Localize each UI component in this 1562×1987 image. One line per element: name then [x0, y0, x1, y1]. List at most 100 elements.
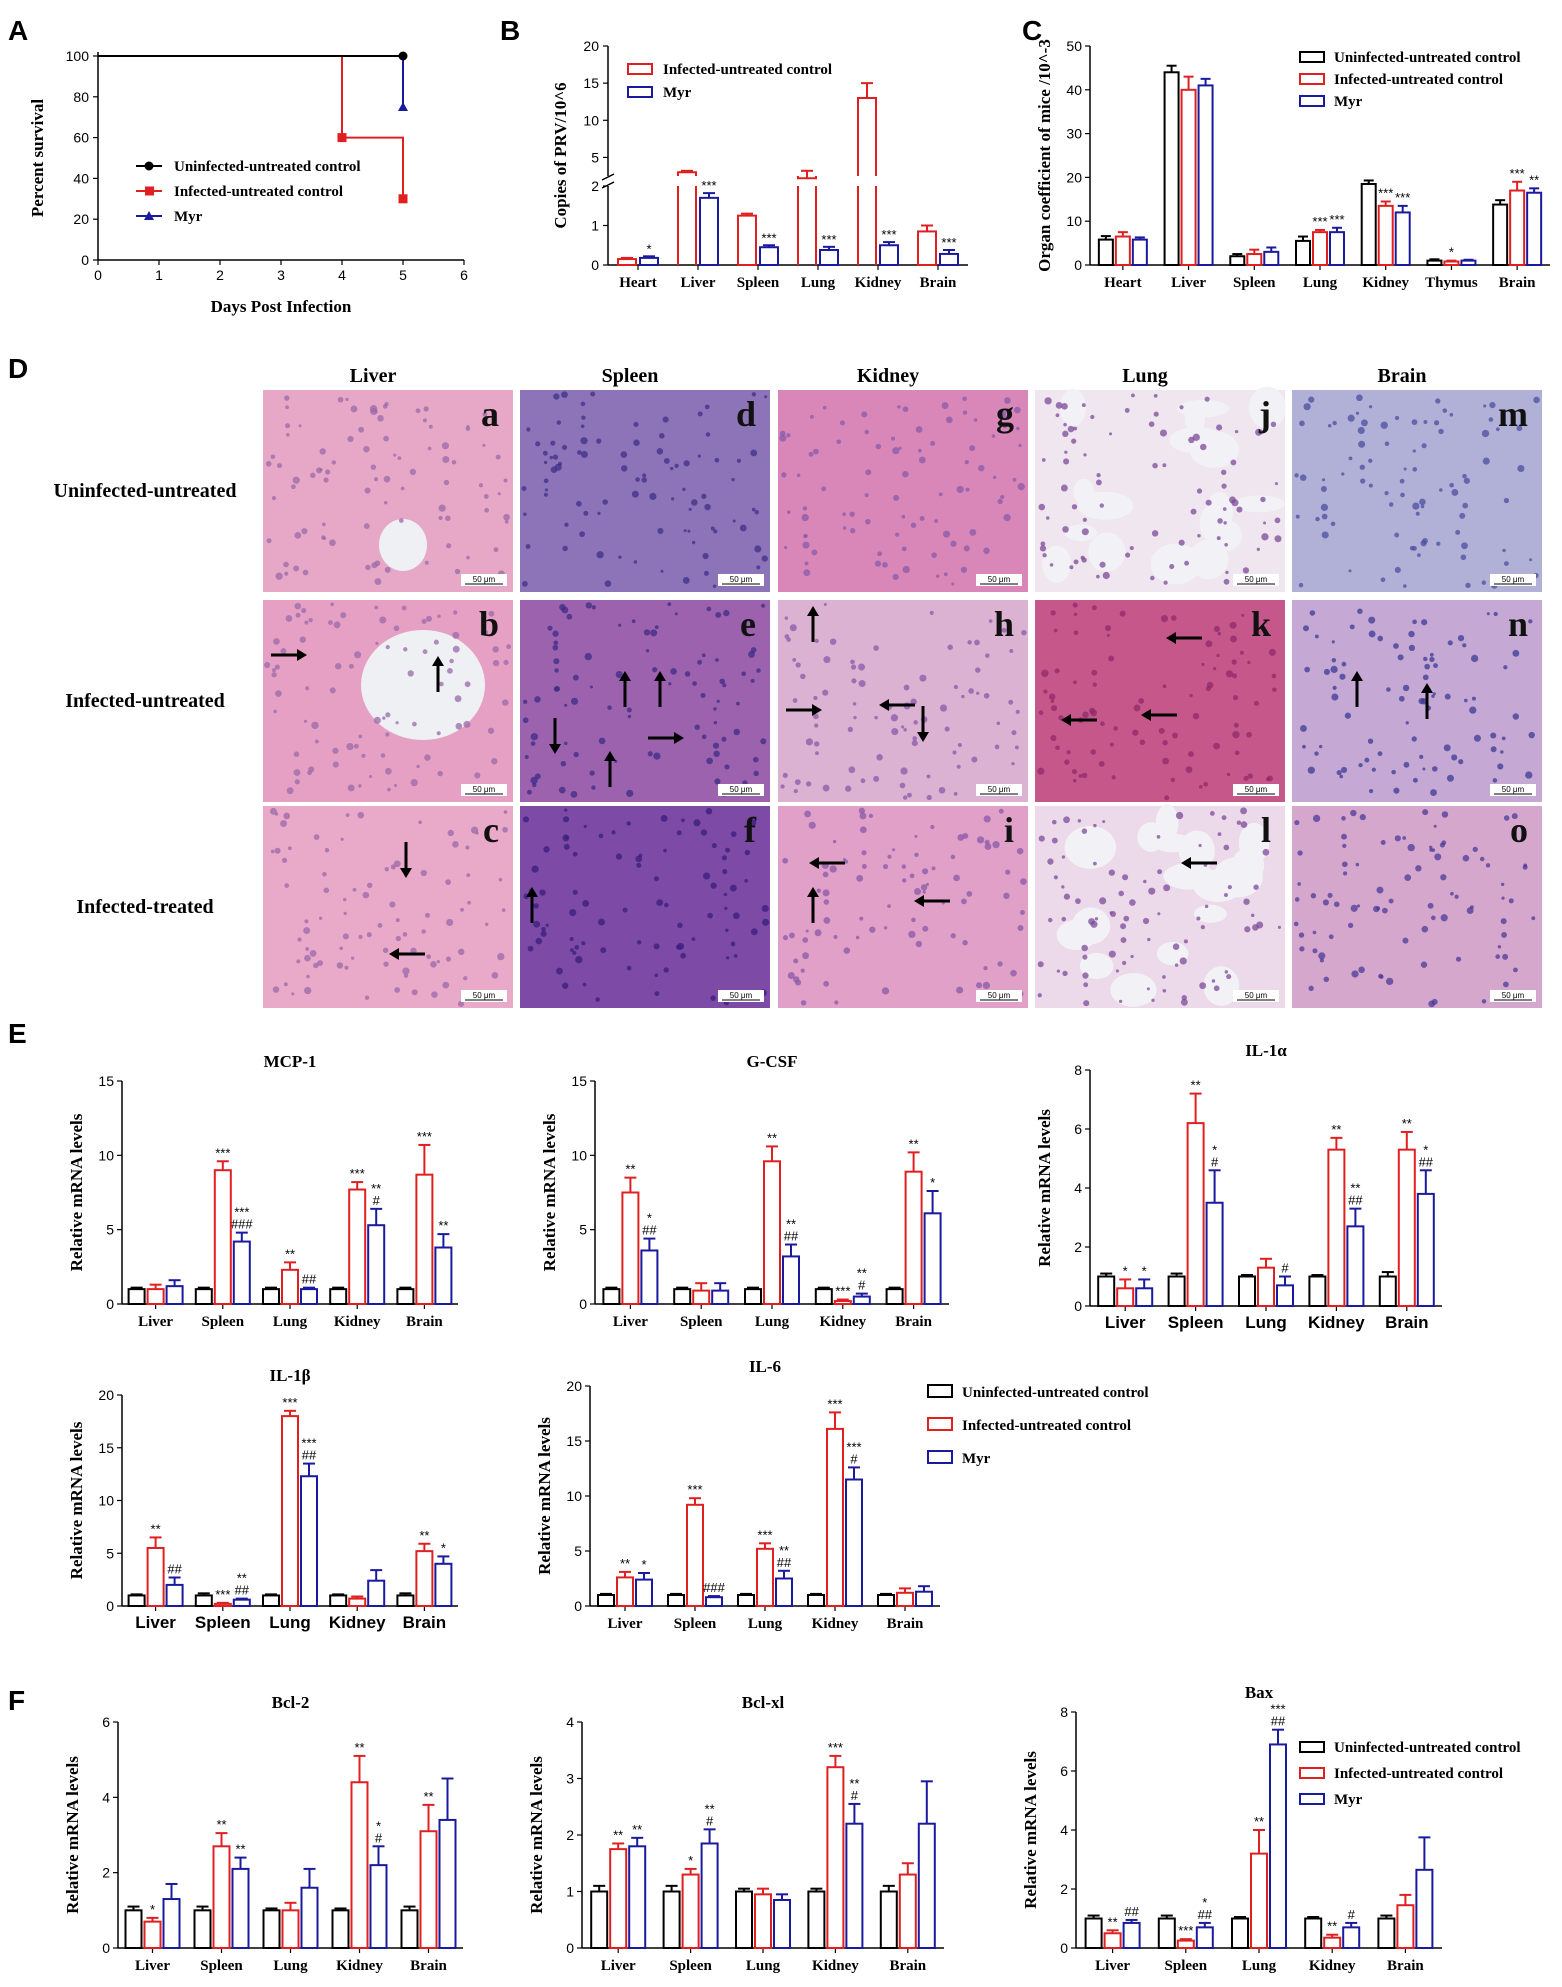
cell-nucleus [474, 772, 481, 779]
cell-nucleus [1224, 970, 1229, 974]
survival-marker [398, 102, 408, 111]
cell-nucleus [1357, 426, 1365, 435]
cell-nucleus [549, 455, 553, 460]
scale-bar-box [461, 574, 507, 586]
cell-nucleus [1003, 513, 1011, 522]
cell-nucleus [1308, 396, 1315, 403]
cell-nucleus [1016, 847, 1024, 855]
cell-nucleus [532, 782, 537, 788]
significance-mark: *** [417, 1129, 432, 1144]
scale-bar-label: 50 μm [988, 785, 1011, 794]
cell-nucleus [591, 785, 596, 790]
cell-nucleus [365, 564, 371, 571]
cell-nucleus [1481, 999, 1487, 1004]
bar [434, 1246, 453, 1306]
cell-nucleus [305, 686, 310, 691]
significance-mark: ** [438, 1218, 448, 1233]
cell-nucleus [451, 459, 457, 465]
cell-nucleus [1010, 969, 1017, 977]
cell-nucleus [344, 965, 349, 970]
significance-mark: # [850, 1451, 858, 1466]
bar [1415, 1868, 1434, 1949]
cell-nucleus [383, 501, 388, 505]
cell-nucleus [1227, 884, 1232, 890]
cell-nucleus [1261, 533, 1269, 541]
alveolar-space [1189, 431, 1239, 468]
cell-nucleus [286, 433, 290, 437]
cell-nucleus [1181, 994, 1187, 1001]
cell-nucleus [323, 477, 329, 483]
cell-nucleus [270, 849, 275, 854]
cell-nucleus [330, 602, 335, 607]
cell-nucleus [339, 946, 343, 951]
bar [686, 1503, 704, 1608]
survival-marker [337, 133, 347, 143]
cell-nucleus [732, 912, 740, 920]
panel-letter-d: D [8, 353, 28, 384]
bar [814, 1288, 833, 1305]
bar [602, 1288, 621, 1305]
cell-nucleus [1131, 393, 1135, 398]
cell-nucleus [436, 960, 440, 964]
cell-nucleus [1151, 530, 1159, 537]
cell-nucleus [1469, 905, 1474, 910]
cell-nucleus [1174, 963, 1179, 967]
bar [917, 230, 937, 267]
significance-mark: ** [1331, 1122, 1341, 1137]
significance-mark: ## [167, 1562, 182, 1577]
cell-nucleus [533, 920, 541, 928]
histology-column-label: Liver [350, 365, 397, 387]
cell-nucleus [382, 404, 388, 409]
cell-nucleus [1299, 474, 1307, 481]
cell-nucleus [1522, 864, 1528, 870]
cell-nucleus [996, 721, 1001, 726]
cell-nucleus [1217, 518, 1223, 524]
cell-nucleus [1302, 744, 1306, 749]
bar [1509, 189, 1526, 266]
cell-nucleus [492, 659, 500, 667]
significance-mark: *** [701, 178, 716, 193]
cell-nucleus [269, 807, 277, 815]
cell-nucleus [1371, 767, 1376, 772]
cell-nucleus [384, 566, 391, 573]
cell-nucleus [280, 648, 287, 654]
bar [923, 1212, 942, 1306]
bar [917, 1822, 936, 1949]
alveolar-space [1150, 543, 1202, 585]
cell-nucleus [860, 778, 866, 784]
cell-nucleus [1358, 762, 1363, 768]
chart-title: MCP-1 [264, 1052, 317, 1071]
cell-nucleus [466, 873, 471, 878]
cell-nucleus [1062, 526, 1069, 533]
significance-mark: * [1142, 1263, 1147, 1278]
cell-nucleus [965, 487, 970, 492]
cell-nucleus [667, 602, 672, 607]
cell-nucleus [527, 945, 534, 952]
cell-nucleus [275, 690, 282, 697]
bar [1378, 1275, 1397, 1307]
cell-nucleus [522, 717, 529, 724]
axis-break [601, 173, 615, 181]
alveolar-space [1199, 503, 1233, 544]
legend-label: Infected-untreated control [1334, 72, 1503, 88]
cell-nucleus [1192, 433, 1200, 442]
cell-nucleus [482, 411, 488, 417]
bar [1250, 1852, 1268, 1949]
cell-nucleus [317, 960, 324, 967]
cell-nucleus [852, 702, 857, 706]
bar [667, 1594, 685, 1607]
cell-nucleus [1078, 774, 1083, 778]
cell-nucleus [1240, 807, 1247, 815]
cell-nucleus [272, 668, 276, 673]
cell-nucleus [756, 668, 761, 673]
cell-nucleus [869, 926, 876, 933]
cell-nucleus [535, 937, 543, 945]
x-tick-label: Brain [889, 1958, 926, 1974]
cell-nucleus [577, 450, 582, 455]
cell-nucleus [1359, 464, 1365, 470]
cell-nucleus [583, 510, 589, 516]
cell-nucleus [1162, 740, 1168, 746]
significance-mark: *** [215, 1145, 230, 1160]
cell-nucleus [842, 512, 846, 516]
